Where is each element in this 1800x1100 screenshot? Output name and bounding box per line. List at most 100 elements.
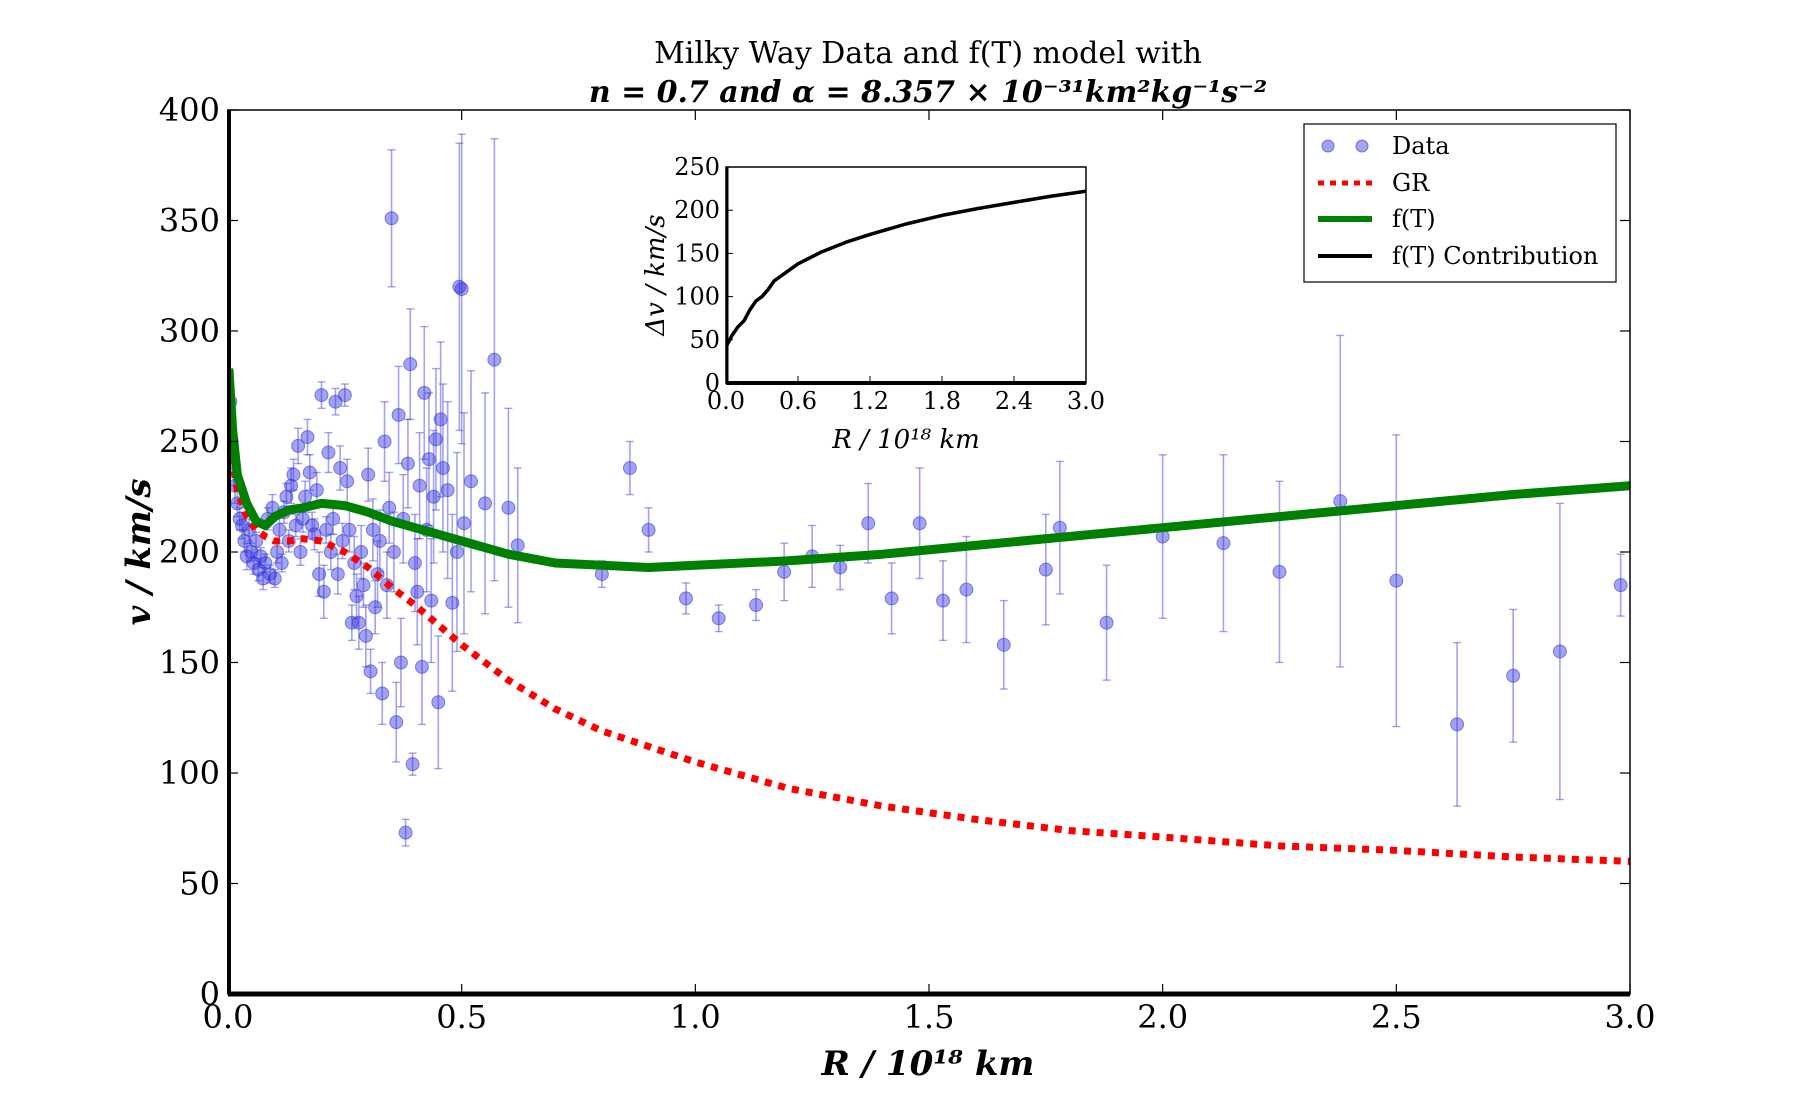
legend-label-ft: f(T) <box>1392 205 1436 233</box>
x-tick-label: 0.0 <box>203 998 254 1036</box>
data-point <box>449 545 464 559</box>
data-point <box>510 538 525 553</box>
inset-x-tick-label: 1.2 <box>851 387 889 415</box>
x-tick-label: 2.5 <box>1371 998 1422 1036</box>
y-tick-label: 50 <box>179 865 220 903</box>
data-point <box>300 430 315 445</box>
data-point <box>256 571 271 586</box>
data-point <box>424 593 439 608</box>
data-point <box>417 385 432 400</box>
x-axis-label: R / 10¹⁸ km <box>821 1044 1035 1084</box>
inset-x-tick-label: 0.0 <box>707 387 745 415</box>
data-point <box>375 686 390 701</box>
data-point <box>428 432 443 447</box>
data-point <box>312 567 327 582</box>
data-point <box>235 518 250 533</box>
data-point <box>400 456 415 471</box>
inset-x-axis-label: R / 10¹⁸ km <box>831 425 979 455</box>
data-point <box>440 483 455 498</box>
data-point <box>267 571 282 586</box>
data-point <box>361 467 376 482</box>
data-point <box>501 500 516 515</box>
data-point <box>291 438 306 453</box>
data-point <box>363 664 378 679</box>
y-tick-label: 400 <box>159 91 220 129</box>
y-tick-label: 0 <box>200 975 220 1013</box>
data-point <box>354 545 369 559</box>
data-point <box>435 461 450 476</box>
data-point <box>678 591 693 606</box>
data-point <box>365 522 380 537</box>
ft-curve <box>228 368 1630 572</box>
data-point <box>384 211 399 226</box>
data-point <box>358 628 373 643</box>
data-point <box>319 522 334 537</box>
data-point <box>249 533 264 548</box>
main-axis-ticks: 0.0 0.5 1.0 1.5 2.0 2.5 3.0 0 50 100 150 200 250 300 3… <box>159 91 1656 1036</box>
data-point <box>298 489 313 504</box>
data-point <box>1506 668 1521 683</box>
data-point <box>959 582 974 597</box>
inset-x-tick-label: 2.4 <box>995 387 1033 415</box>
data-point <box>749 598 764 613</box>
data-point <box>622 461 637 476</box>
data-point <box>340 474 355 489</box>
data-point <box>286 467 301 482</box>
x-tick-label: 3.0 <box>1605 998 1656 1036</box>
data-point <box>407 556 422 571</box>
data-point <box>1450 717 1465 732</box>
data-point <box>464 474 479 489</box>
data-point <box>884 591 899 606</box>
data-point <box>487 352 502 367</box>
data-point <box>861 516 876 531</box>
data-point <box>309 483 324 498</box>
data-point <box>398 825 413 840</box>
data-point <box>377 434 392 449</box>
data-point <box>445 595 460 610</box>
inset-y-axis-label: Δv / km/s <box>641 214 671 336</box>
data-point <box>936 593 951 608</box>
inset-x-tick-label: 1.8 <box>923 387 961 415</box>
data-point <box>405 757 420 772</box>
inset-x-tick-label: 0.6 <box>779 387 817 415</box>
data-point <box>1389 573 1404 588</box>
inset-y-tick-label: 50 <box>689 326 720 354</box>
y-tick-label: 150 <box>159 644 220 682</box>
legend-label-gr: GR <box>1392 169 1430 197</box>
legend: Data GR f(T) f(T) Contribution <box>1303 123 1617 283</box>
data-point <box>1272 564 1287 579</box>
data-point <box>912 516 927 531</box>
legend-label-data: Data <box>1392 132 1450 160</box>
main-data-layer <box>228 133 1630 994</box>
data-point <box>641 522 656 537</box>
data-point <box>368 600 383 615</box>
data-point <box>326 511 341 526</box>
data-point <box>316 584 331 599</box>
legend-label-contribution: f(T) Contribution <box>1392 242 1598 270</box>
y-tick-label: 300 <box>159 312 220 350</box>
data-point <box>382 500 397 515</box>
data-point <box>1333 494 1348 509</box>
data-point <box>1038 562 1053 577</box>
data-point <box>711 611 726 626</box>
inset-axis-ticks: 0.0 0.6 1.2 1.8 2.4 3.0 0 50 100 150 200 250 <box>674 153 1105 415</box>
data-point <box>452 279 467 294</box>
data-point <box>321 445 336 460</box>
data-point <box>333 461 348 476</box>
inset-plot-area <box>726 167 1086 383</box>
inset-y-tick-label: 150 <box>674 239 720 267</box>
data-point <box>274 556 289 571</box>
data-point <box>777 564 792 579</box>
data-point <box>330 567 345 582</box>
x-tick-label: 1.0 <box>670 998 721 1036</box>
data-point <box>1052 520 1067 535</box>
data-point <box>389 715 404 730</box>
inset-x-tick-label: 3.0 <box>1067 387 1105 415</box>
legend-data-marker-2 <box>1355 139 1369 153</box>
data-point <box>414 659 429 674</box>
y-tick-label: 100 <box>159 754 220 792</box>
x-tick-label: 2.0 <box>1137 998 1188 1036</box>
data-point <box>1099 615 1114 630</box>
data-point <box>412 478 427 493</box>
